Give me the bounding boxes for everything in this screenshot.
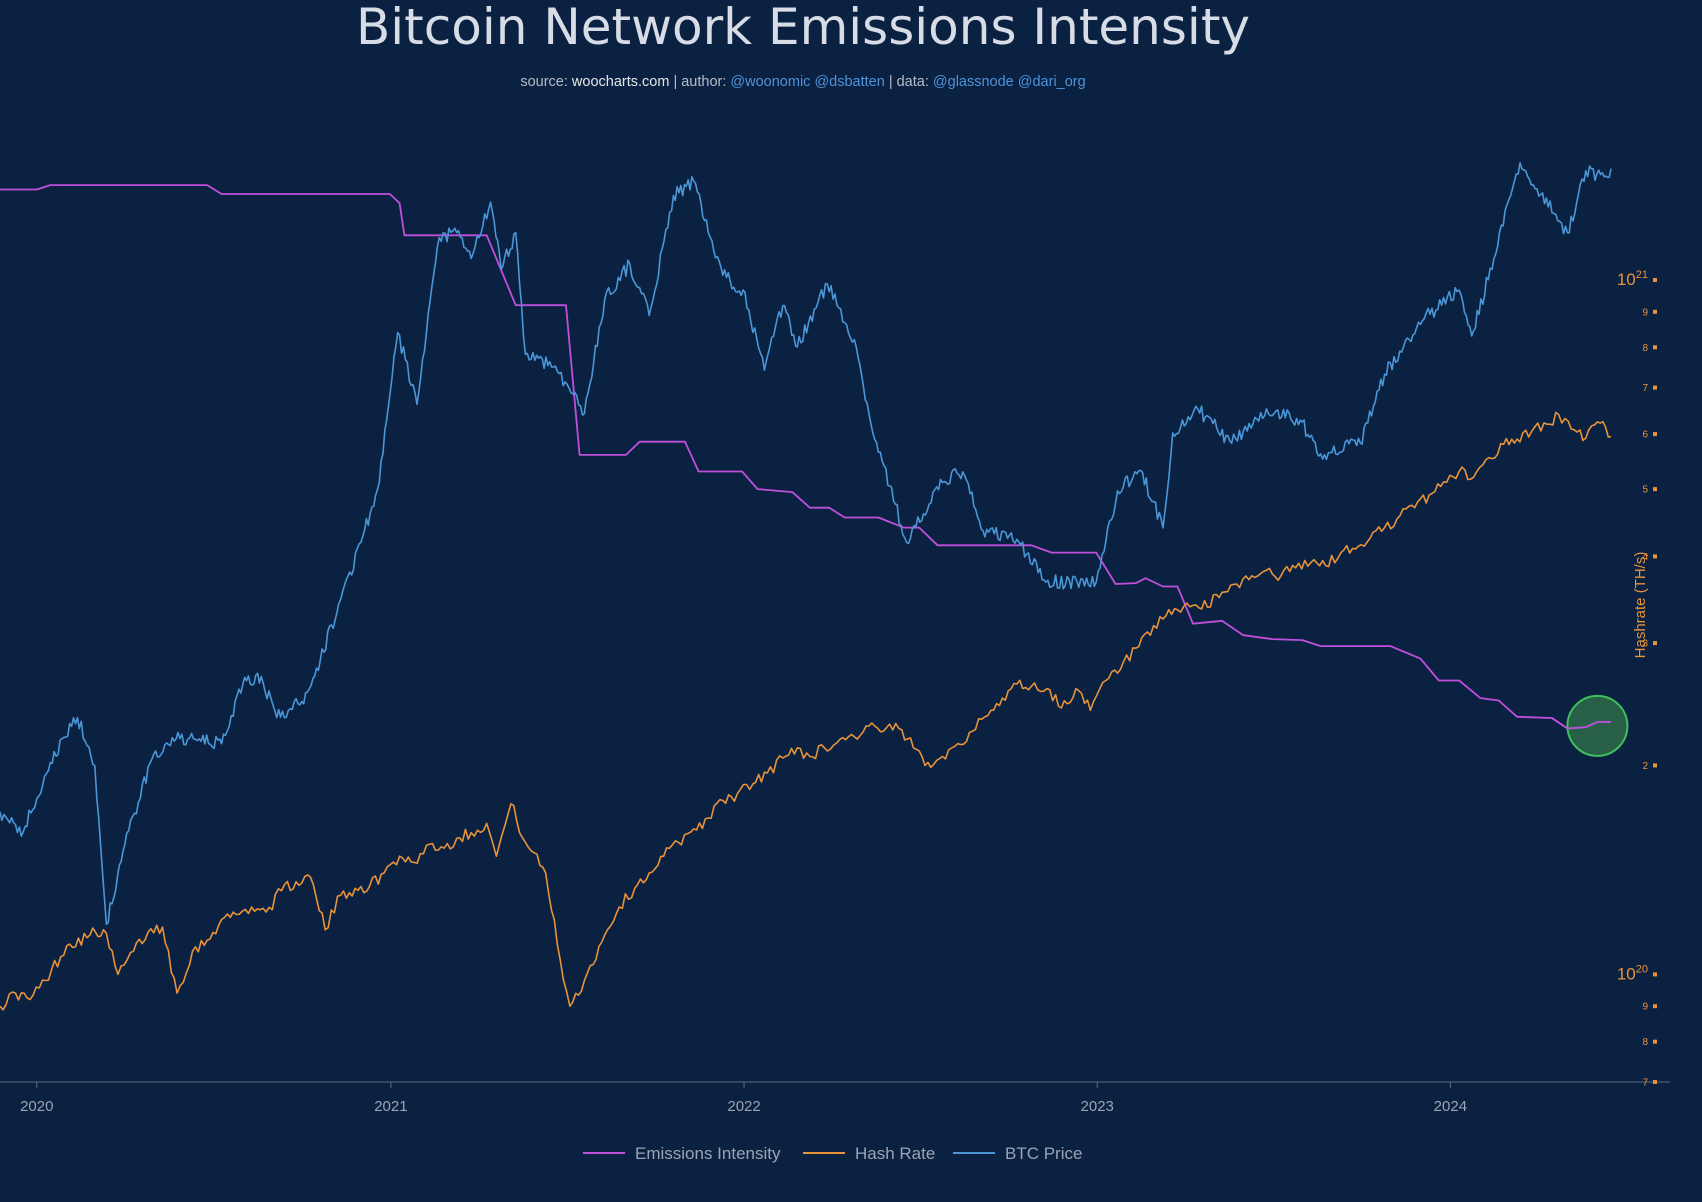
emissions-tail bbox=[1551, 717, 1611, 730]
data-label: | data: bbox=[885, 74, 933, 90]
legend: Emissions Intensity Hash Rate BTC Price bbox=[583, 1144, 1082, 1163]
y-tick-mark bbox=[1653, 1080, 1657, 1084]
y-major-tick-mark bbox=[1653, 278, 1657, 282]
y-tick-mark bbox=[1653, 432, 1657, 437]
legend-label-price[interactable]: BTC Price bbox=[1005, 1144, 1082, 1163]
series-line-hashrate bbox=[0, 411, 1612, 1011]
y-tick-label: 7 bbox=[1642, 383, 1648, 394]
x-tick-label: 2021 bbox=[374, 1098, 407, 1115]
y-tick-mark bbox=[1653, 1039, 1657, 1044]
plot-area bbox=[0, 162, 1629, 1011]
chart-subtitle: source: woocharts.com | author: @woonomi… bbox=[520, 74, 1085, 90]
y-tick-label: 7 bbox=[1642, 1078, 1648, 1089]
y-tick-label: 6 bbox=[1642, 430, 1648, 441]
y-major-tick-label: 1021 bbox=[1617, 269, 1648, 289]
source-link[interactable]: woocharts.com bbox=[571, 74, 670, 90]
y-tick-mark bbox=[1653, 554, 1657, 559]
highlight-circle bbox=[1566, 694, 1629, 757]
y-tick-label: 5 bbox=[1642, 485, 1648, 496]
y-tick-mark bbox=[1653, 309, 1657, 314]
y-tick-label: 9 bbox=[1642, 1002, 1648, 1013]
legend-label-hashrate[interactable]: Hash Rate bbox=[855, 1144, 935, 1163]
y-tick-label: 8 bbox=[1642, 343, 1648, 354]
y-axis-right: 7 8 9 2 3 4 5 6 7 8 9 1020 1021 Hashrate (TH/s) bbox=[1617, 269, 1657, 1089]
y-major-tick-label: 1020 bbox=[1617, 963, 1648, 983]
y-tick-label: 3 bbox=[1642, 639, 1648, 650]
author-link[interactable]: @woonomic @dsbatten bbox=[730, 74, 884, 90]
y-tick-mark bbox=[1653, 345, 1657, 350]
source-label: source: bbox=[520, 74, 572, 90]
x-tick-label: 2022 bbox=[727, 1098, 760, 1115]
y-tick-mark bbox=[1653, 641, 1657, 646]
y-tick-mark bbox=[1653, 487, 1657, 492]
y-tick-mark bbox=[1653, 385, 1657, 390]
chart-title: Bitcoin Network Emissions Intensity bbox=[356, 0, 1250, 56]
y-tick-label: 2 bbox=[1642, 761, 1648, 772]
y-tick-label: 8 bbox=[1642, 1037, 1648, 1048]
y-tick-mark bbox=[1653, 763, 1657, 768]
y-tick-mark bbox=[1653, 1004, 1657, 1009]
y-axis-title: Hashrate (TH/s) bbox=[1632, 552, 1649, 659]
x-tick-label: 2020 bbox=[20, 1098, 53, 1115]
x-axis: 2020 2021 2022 2023 2024 bbox=[0, 1081, 1670, 1115]
author-label: | author: bbox=[669, 74, 730, 90]
y-tick-label: 4 bbox=[1642, 552, 1648, 563]
series-line-emissions bbox=[0, 184, 1611, 730]
x-tick-label: 2024 bbox=[1434, 1098, 1467, 1115]
legend-label-emissions[interactable]: Emissions Intensity bbox=[635, 1144, 781, 1163]
data-link[interactable]: @glassnode @dari_org bbox=[933, 74, 1086, 90]
y-tick-label: 9 bbox=[1642, 307, 1648, 318]
y-major-tick-mark bbox=[1653, 972, 1657, 977]
series-line-price bbox=[0, 162, 1612, 926]
x-tick-label: 2023 bbox=[1081, 1098, 1114, 1115]
